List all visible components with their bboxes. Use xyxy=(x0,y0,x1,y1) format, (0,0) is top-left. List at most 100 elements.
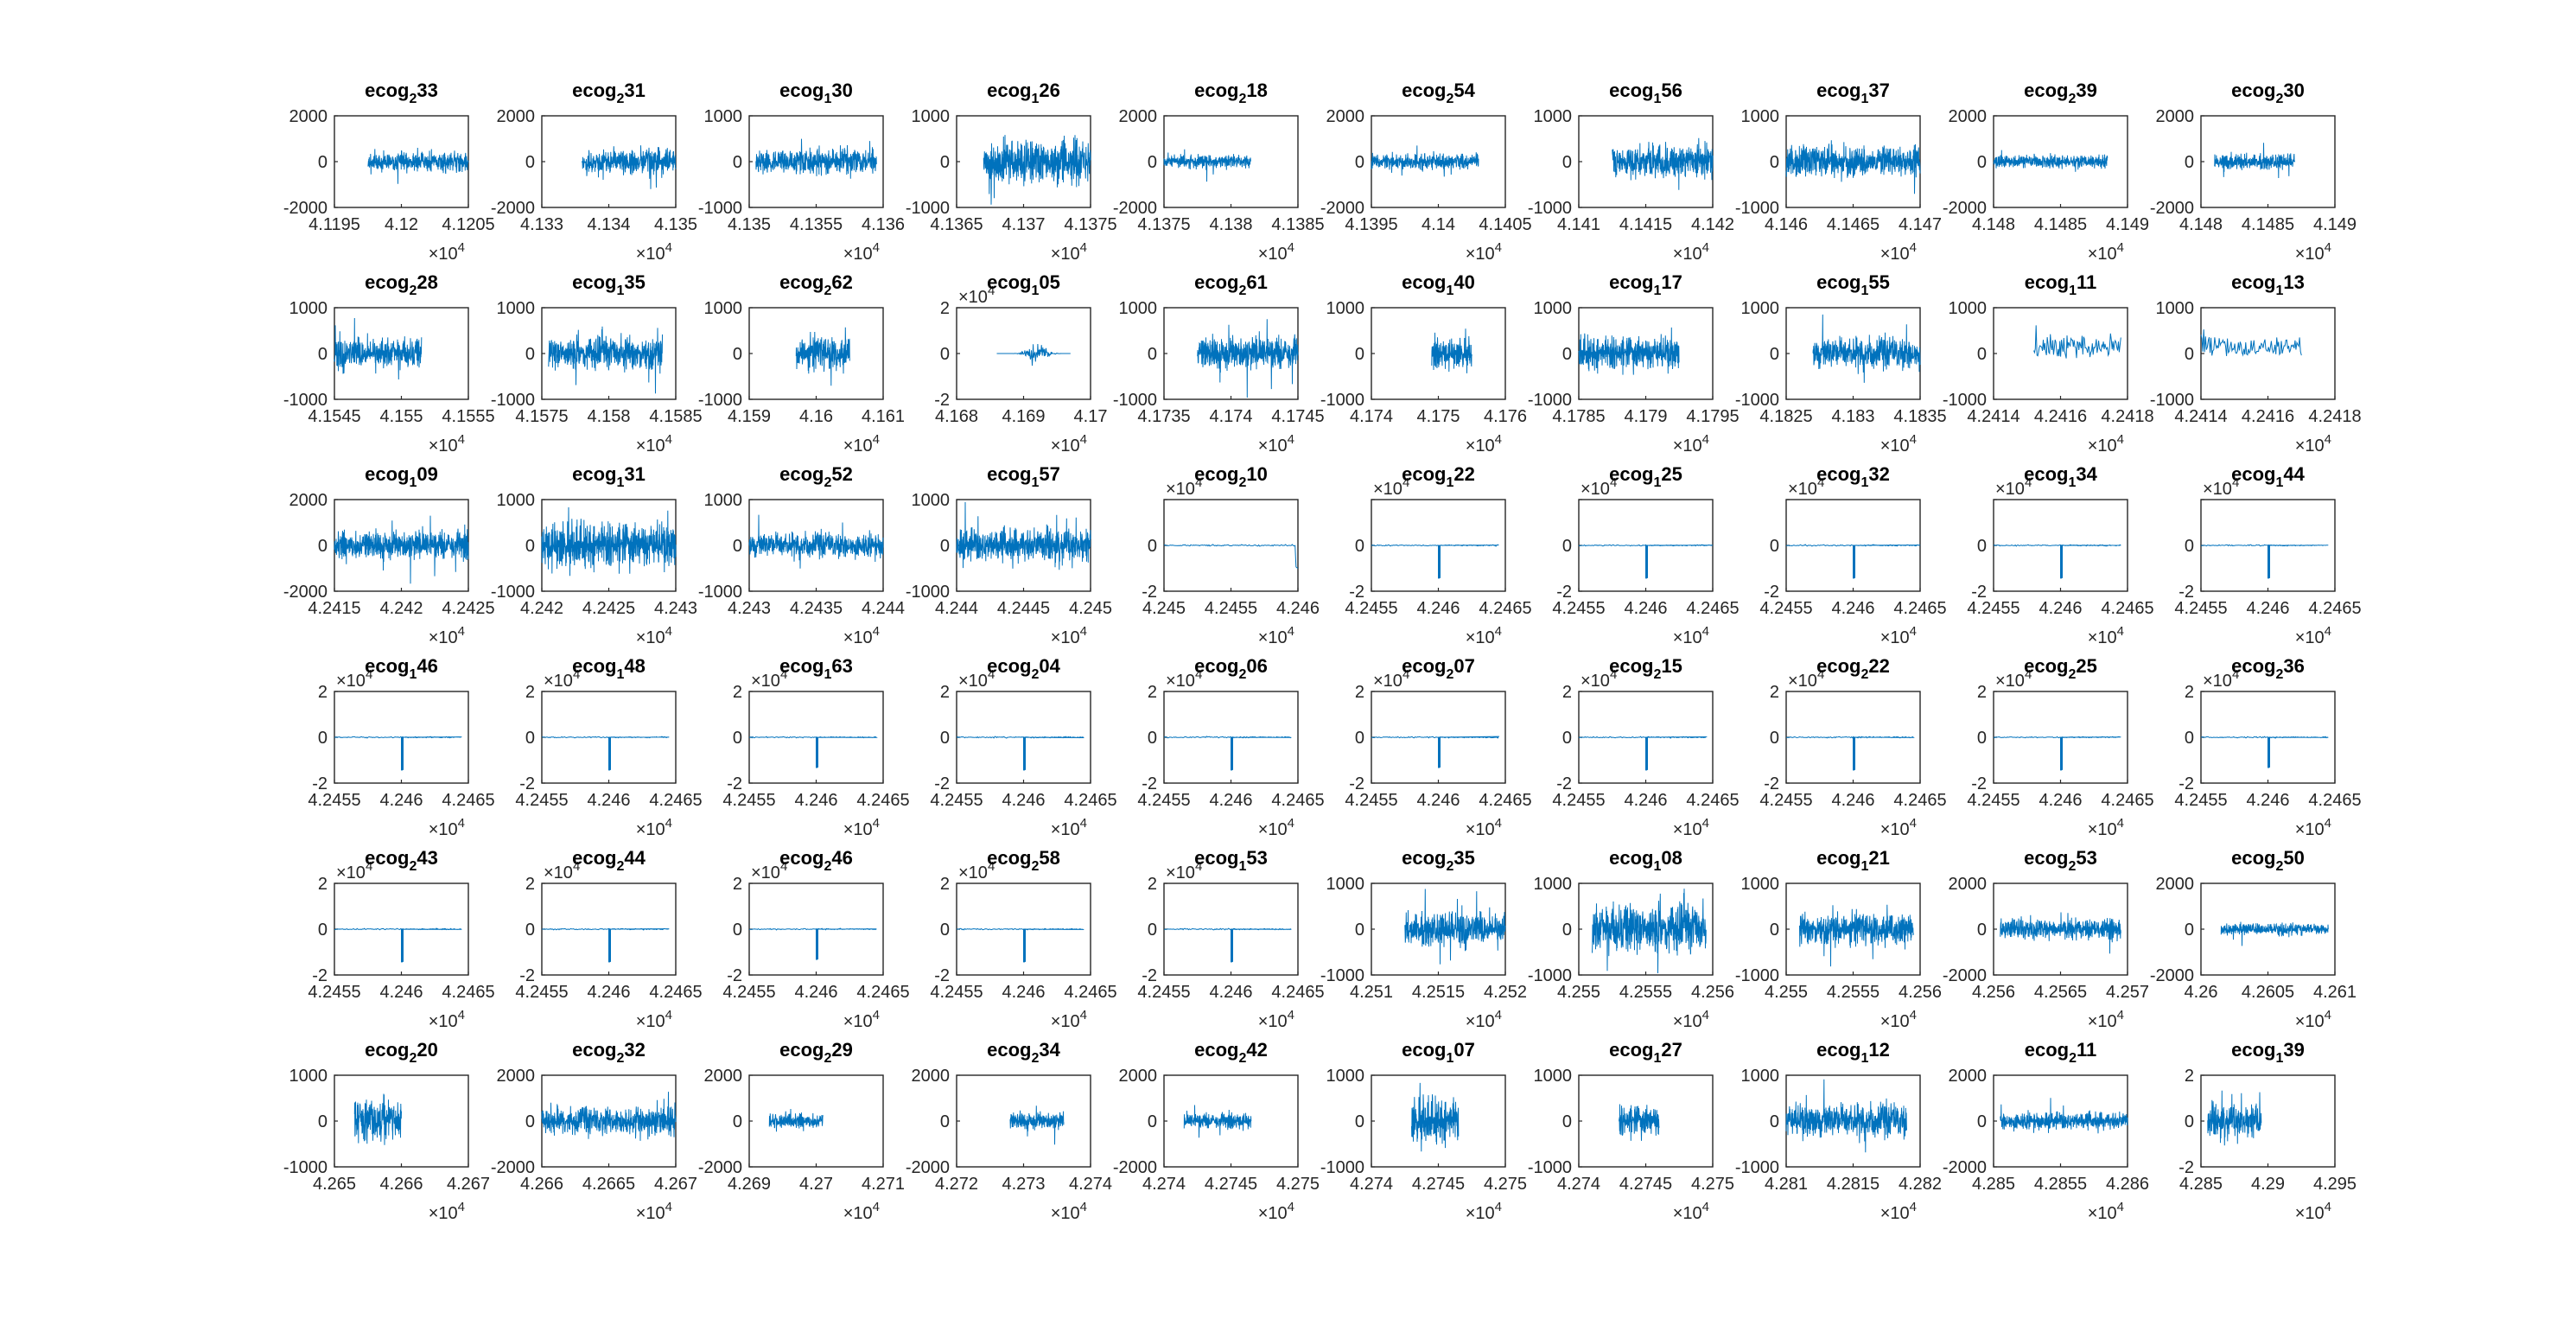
subplot-title: ecog126 xyxy=(987,80,1060,106)
x-tick-label: 4.246 xyxy=(794,791,837,810)
x-tick-label: 4.2745 xyxy=(1619,1175,1672,1194)
signal-trace xyxy=(334,317,423,380)
x-tick-label: 4.174 xyxy=(1209,407,1252,426)
x-tick-label: 4.2465 xyxy=(442,791,494,810)
y-tick-label: 2 xyxy=(1355,683,1364,702)
y-tick-label: 0 xyxy=(1355,345,1364,364)
x-tick-label: 4.1375 xyxy=(1064,215,1116,234)
axes-box xyxy=(2200,307,2336,400)
y-tick-label: -2 xyxy=(1556,583,1572,602)
y-tick-label: -2 xyxy=(1142,583,1157,602)
y-tick-label: -1000 xyxy=(1528,966,1572,985)
signal-trace xyxy=(956,736,1084,771)
y-tick-label: 0 xyxy=(733,921,742,940)
y-tick-label: 2 xyxy=(1977,683,1987,702)
x-tick-label: 4.282 xyxy=(1899,1175,1942,1194)
signal-trace xyxy=(1578,327,1680,375)
subplot-title: ecog204 xyxy=(987,655,1061,682)
x-tick-label: 4.161 xyxy=(862,407,905,426)
x-tick-label: 4.2465 xyxy=(2101,791,2153,810)
x-tick-label: 4.246 xyxy=(794,983,837,1002)
y-tick-label: -1000 xyxy=(1735,966,1779,985)
y-tick-label: 0 xyxy=(2185,345,2194,364)
y-tick-label: 0 xyxy=(318,729,328,748)
subplot-title: ecog261 xyxy=(1194,271,1268,298)
y-tick-label: -2000 xyxy=(1943,966,1987,985)
y-tick-label: 0 xyxy=(940,345,950,364)
y-tick-label: 0 xyxy=(733,729,742,748)
subplot-title: ecog233 xyxy=(365,80,438,106)
signal-trace xyxy=(1592,889,1707,974)
x-tick-label: 4.2415 xyxy=(308,599,360,618)
y-tick-label: 2000 xyxy=(497,1067,536,1086)
x-tick-label: 4.1375 xyxy=(1137,215,1190,234)
x-tick-label: 4.2745 xyxy=(1412,1175,1465,1194)
x-tick-label: 4.246 xyxy=(2246,791,2289,810)
x-tick-label: 4.246 xyxy=(2039,599,2082,618)
x-tick-label: 4.2455 xyxy=(722,983,775,1002)
x-tick-label: 4.2425 xyxy=(582,599,635,618)
y-tick-label: -2 xyxy=(2178,583,2194,602)
subplot-title: ecog117 xyxy=(1609,271,1682,298)
subplot-title: ecog244 xyxy=(572,847,646,874)
signal-trace xyxy=(1163,544,1299,569)
y-tick-label: -2000 xyxy=(1113,199,1157,218)
x-tick-label: 4.2465 xyxy=(856,791,909,810)
y-tick-label: -2 xyxy=(1764,583,1779,602)
x-tick-label: 4.243 xyxy=(728,599,771,618)
x-tick-label: 4.2465 xyxy=(1686,599,1739,618)
x-tick-label: 4.269 xyxy=(728,1175,771,1194)
y-tick-label: 1000 xyxy=(1534,875,1573,894)
x-tick-label: 4.1545 xyxy=(308,407,360,426)
y-exponent-label: ×104 xyxy=(1995,667,2032,691)
subplot-title: ecog157 xyxy=(987,463,1060,490)
y-tick-label: 0 xyxy=(318,1112,328,1131)
x-tick-label: 4.1365 xyxy=(930,215,983,234)
y-tick-label: -2000 xyxy=(283,199,328,218)
subplot-title: ecog131 xyxy=(572,463,646,490)
x-tick-label: 4.257 xyxy=(2106,983,2149,1002)
x-tick-label: 4.252 xyxy=(1484,983,1527,1002)
x-tick-label: 4.2455 xyxy=(1137,791,1190,810)
y-tick-label: -2 xyxy=(934,391,950,410)
y-tick-label: 1000 xyxy=(289,1067,328,1086)
y-tick-label: 2 xyxy=(1562,683,1572,702)
subplot-title: ecog125 xyxy=(1609,463,1682,490)
x-tick-label: 4.245 xyxy=(1142,599,1186,618)
x-tick-label: 4.183 xyxy=(1831,407,1874,426)
signal-trace xyxy=(2000,1098,2128,1134)
y-tick-label: 2 xyxy=(1770,683,1779,702)
y-tick-label: 1000 xyxy=(704,491,743,510)
y-tick-label: 1000 xyxy=(1534,299,1573,318)
signal-trace xyxy=(2000,912,2121,954)
y-tick-label: 2000 xyxy=(2156,875,2195,894)
y-tick-label: -1000 xyxy=(698,199,742,218)
x-tick-label: 4.246 xyxy=(587,983,630,1002)
x-tick-label: 4.2465 xyxy=(649,791,702,810)
x-tick-label: 4.148 xyxy=(2179,215,2223,234)
y-tick-label: -2 xyxy=(2178,1158,2194,1177)
y-tick-label: 2 xyxy=(2185,1067,2194,1086)
y-tick-label: 0 xyxy=(1770,729,1779,748)
subplot-title: ecog220 xyxy=(365,1039,438,1066)
x-tick-label: 4.2445 xyxy=(997,599,1050,618)
x-tick-label: 4.147 xyxy=(1899,215,1942,234)
signal-trace xyxy=(334,927,462,963)
y-tick-label: -1000 xyxy=(1320,1158,1364,1177)
subplot-title: ecog207 xyxy=(1402,655,1475,682)
y-tick-label: 1000 xyxy=(497,299,536,318)
subplot-title: ecog139 xyxy=(2231,1039,2305,1066)
y-tick-label: 0 xyxy=(318,921,328,940)
x-tick-label: 4.271 xyxy=(862,1175,905,1194)
x-exponent-label: ×104 xyxy=(1466,1200,1502,1223)
y-tick-label: 1000 xyxy=(912,107,951,126)
